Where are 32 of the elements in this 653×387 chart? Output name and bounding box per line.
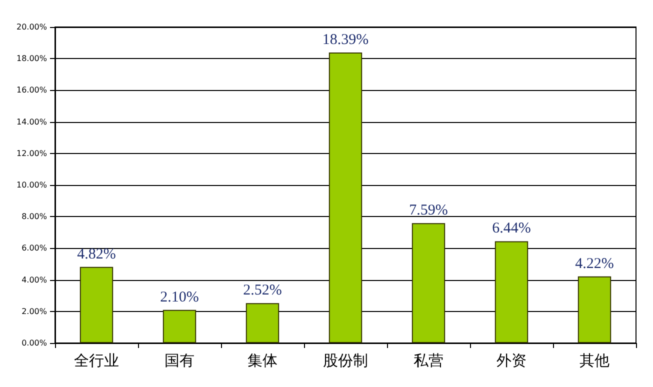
y-tick-label: 18.00% bbox=[16, 54, 48, 64]
y-tick-label: 12.00% bbox=[16, 148, 48, 158]
y-tick-label: 4.00% bbox=[22, 275, 48, 284]
data-label: 2.52% bbox=[243, 282, 282, 299]
data-label: 4.82% bbox=[77, 246, 116, 262]
bar bbox=[246, 303, 280, 343]
bar bbox=[412, 223, 446, 343]
y-tick-label: 2.00% bbox=[22, 306, 48, 316]
y-tick-label: 10.00% bbox=[16, 180, 48, 190]
x-tick-label: 全行业 bbox=[74, 352, 119, 370]
x-tick-label: 集体 bbox=[248, 352, 278, 370]
y-tick-label: 0.00% bbox=[22, 338, 48, 348]
y-tick-label: 14.00% bbox=[16, 117, 48, 126]
x-tick-label: 股份制 bbox=[323, 352, 368, 370]
data-label: 18.39% bbox=[322, 32, 369, 48]
y-tick-label: 20.00% bbox=[16, 22, 48, 32]
bar bbox=[578, 276, 612, 343]
data-label: 7.59% bbox=[409, 202, 448, 219]
x-tick-label: 私营 bbox=[414, 352, 444, 370]
data-label: 4.22% bbox=[575, 256, 614, 272]
x-tick-label: 其他 bbox=[580, 352, 610, 370]
data-label: 2.10% bbox=[160, 289, 199, 306]
bar bbox=[80, 266, 114, 343]
bar bbox=[162, 310, 196, 343]
y-tick-label: 8.00% bbox=[22, 212, 48, 222]
y-tick-label: 16.00% bbox=[16, 86, 48, 95]
y-tick-label: 6.00% bbox=[22, 244, 48, 253]
bar bbox=[494, 241, 528, 343]
bar bbox=[328, 52, 362, 343]
x-tick-label: 外资 bbox=[496, 352, 526, 370]
x-tick-label: 国有 bbox=[164, 352, 194, 370]
data-label: 6.44% bbox=[492, 220, 531, 237]
